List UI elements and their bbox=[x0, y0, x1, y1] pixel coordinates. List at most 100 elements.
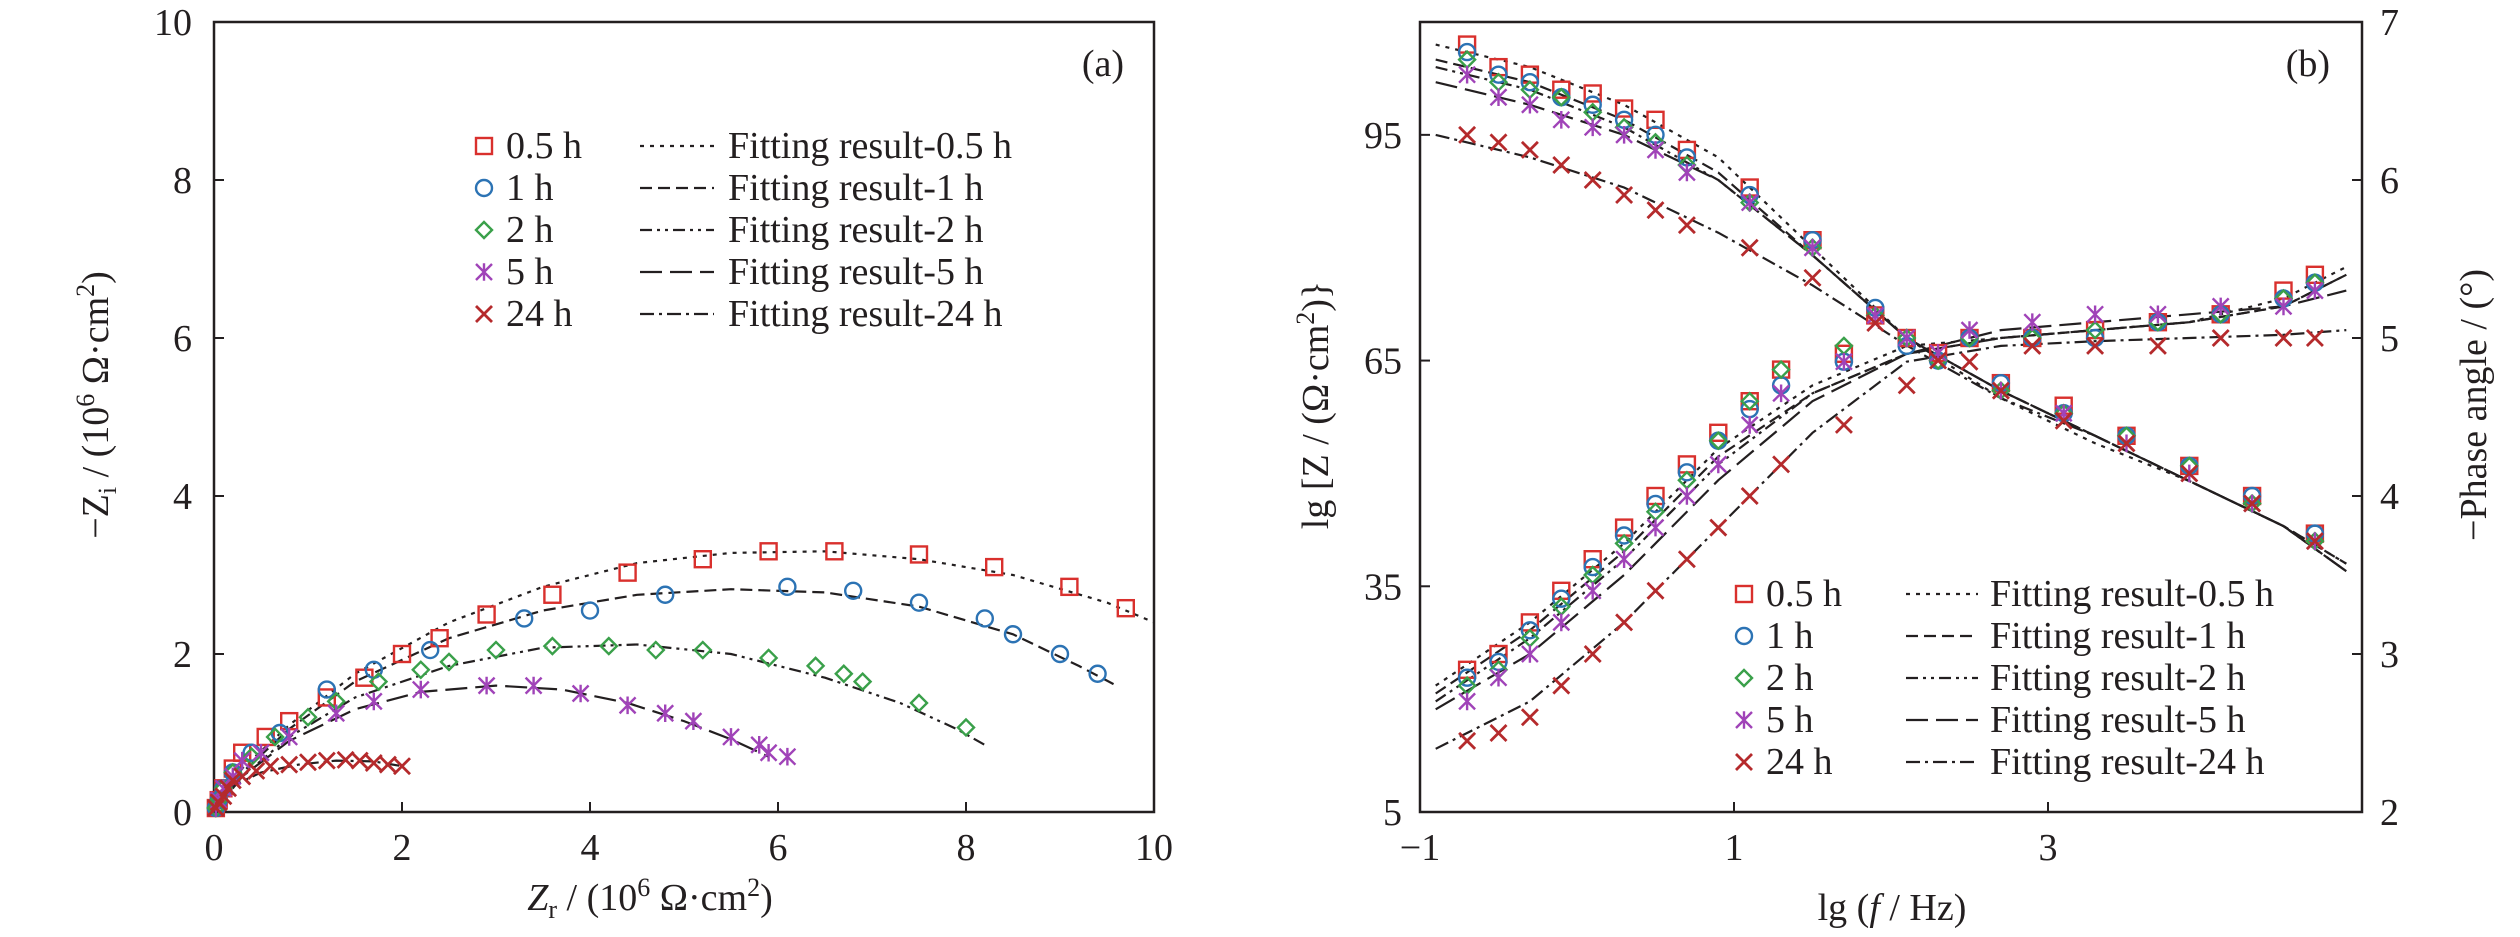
legend-marker bbox=[1735, 753, 1753, 771]
data-point bbox=[656, 704, 675, 723]
x-tick-label: 10 bbox=[1135, 827, 1173, 869]
data-point bbox=[834, 664, 854, 684]
phase-point bbox=[1615, 613, 1634, 632]
phase-point bbox=[1709, 455, 1728, 474]
modulus-point bbox=[2305, 532, 2324, 551]
y-tick-label: 0 bbox=[173, 792, 192, 834]
modulus-point bbox=[1929, 351, 1948, 370]
modulus-point bbox=[1866, 313, 1885, 332]
data-point bbox=[1060, 577, 1079, 597]
data-point bbox=[392, 644, 412, 664]
phase-point bbox=[2023, 336, 2042, 355]
x-tick-label: 1 bbox=[1725, 827, 1744, 869]
modulus-point bbox=[1615, 186, 1634, 205]
phase-point bbox=[1677, 463, 1697, 482]
modulus-point bbox=[1458, 125, 1477, 144]
phase-point bbox=[1552, 589, 1571, 608]
x-tick-label: 0 bbox=[205, 827, 224, 869]
modulus-point bbox=[1583, 171, 1602, 189]
phase-point bbox=[1677, 550, 1696, 569]
x-tick-label: 6 bbox=[769, 827, 788, 869]
panel-b-tag: (b) bbox=[2286, 43, 2330, 85]
legend-marker bbox=[475, 263, 493, 281]
data-point bbox=[975, 609, 994, 628]
data-point bbox=[722, 728, 740, 746]
phase-point bbox=[2085, 320, 2105, 340]
data-point bbox=[411, 680, 430, 699]
data-point bbox=[909, 693, 929, 713]
legend-label: Fitting result-2 h bbox=[1990, 657, 2245, 699]
modulus-point bbox=[1646, 201, 1665, 220]
modulus-point bbox=[1803, 268, 1822, 287]
data-point bbox=[515, 609, 534, 628]
y2-tick-label: 4 bbox=[2380, 476, 2399, 518]
legend-label: 5 h bbox=[506, 251, 554, 293]
nyquist-y-axis-title: −Zi / (106 Ω·cm2) bbox=[71, 271, 122, 539]
legend-label: 24 h bbox=[1766, 741, 1833, 783]
fit-curve bbox=[213, 759, 403, 813]
modulus-point bbox=[2243, 494, 2262, 513]
data-point bbox=[909, 593, 929, 612]
legend-label: 2 h bbox=[1766, 657, 1814, 699]
modulus-point bbox=[1583, 95, 1602, 114]
legend-label: 1 h bbox=[506, 167, 554, 209]
data-point bbox=[247, 761, 266, 780]
phase-point bbox=[1740, 391, 1760, 411]
fit-curve bbox=[213, 643, 986, 813]
legend-label: Fitting result-24 h bbox=[728, 293, 1002, 335]
legend-label: Fitting result-24 h bbox=[1990, 741, 2264, 783]
legend-marker bbox=[1734, 584, 1754, 604]
nyquist-axis-ticks: 0 2 4 6 8 10 0 2 4 6 8 10 bbox=[154, 2, 1173, 869]
phase-point bbox=[1772, 384, 1790, 403]
y-tick-label: 6 bbox=[173, 318, 192, 360]
phase-point bbox=[1708, 431, 1728, 451]
data-point bbox=[223, 771, 242, 790]
fit-curve bbox=[213, 588, 1117, 813]
data-point bbox=[486, 640, 506, 660]
phase-point bbox=[2086, 336, 2105, 355]
fit-curve bbox=[213, 684, 770, 813]
legend-marker bbox=[474, 220, 494, 240]
modulus-point bbox=[1740, 238, 1759, 257]
legend-marker bbox=[474, 136, 494, 156]
legend-marker bbox=[1735, 711, 1753, 729]
data-point bbox=[778, 747, 797, 766]
data-point bbox=[750, 736, 769, 754]
data-point bbox=[280, 728, 299, 746]
modulus-fit-curve bbox=[1435, 133, 2347, 573]
data-point bbox=[1003, 625, 1023, 644]
data-point bbox=[758, 648, 779, 668]
data-point bbox=[327, 704, 346, 723]
modulus-point bbox=[1991, 381, 2010, 400]
x-tick-label: −1 bbox=[1400, 827, 1440, 869]
modulus-point bbox=[1520, 72, 1540, 92]
data-point bbox=[825, 542, 844, 561]
data-point bbox=[852, 671, 873, 692]
modulus-point bbox=[1521, 95, 1539, 114]
modulus-point bbox=[2180, 464, 2199, 483]
phase-point bbox=[1772, 455, 1791, 474]
data-point bbox=[778, 577, 797, 597]
modulus-point bbox=[1489, 88, 1508, 107]
legend-label: Fitting result-0.5 h bbox=[1990, 573, 2274, 615]
x-tick-label: 4 bbox=[581, 827, 600, 869]
data-point bbox=[618, 563, 637, 582]
y-tick-label: 8 bbox=[173, 160, 192, 202]
x-tick-label: 3 bbox=[2039, 827, 2058, 869]
data-point bbox=[684, 712, 703, 730]
modulus-point bbox=[1520, 140, 1539, 159]
modulus-fit-curve bbox=[1435, 43, 2347, 565]
phase-point bbox=[1740, 487, 1759, 505]
y2-tick-label: 6 bbox=[2380, 160, 2399, 202]
modulus-point bbox=[1583, 84, 1602, 103]
phase-point bbox=[1771, 360, 1791, 379]
phase-point bbox=[1489, 668, 1508, 687]
nyquist-data-points bbox=[206, 542, 1136, 818]
modulus-point bbox=[1803, 238, 1822, 257]
y2-tick-label: 3 bbox=[2380, 634, 2399, 676]
data-point bbox=[477, 605, 496, 624]
data-point bbox=[430, 629, 449, 648]
